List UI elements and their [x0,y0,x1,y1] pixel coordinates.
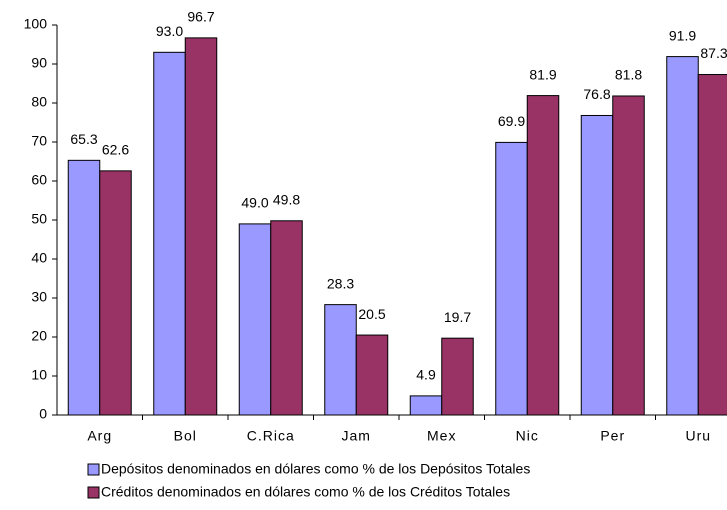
bar [612,95,645,416]
y-tick-label: 90 [31,55,47,71]
value-label: 76.8 [583,86,610,102]
x-tick-label: Per [600,428,625,444]
legend-label: Depósitos denominados en dólares como % … [101,461,530,477]
bar [99,170,132,416]
x-tick-label: Arg [87,428,112,444]
x-tick-label: Jam [342,428,371,444]
value-label: 93.0 [156,23,183,39]
y-tick-label: 100 [24,16,48,32]
value-label: 62.6 [102,142,129,158]
y-tick-label: 0 [39,406,47,422]
legend-swatch [87,486,100,499]
legend-label: Créditos denominados en dólares como % d… [101,484,510,500]
x-tick-label: C.Rica [247,428,295,444]
bar [666,56,699,416]
x-tick-label: Nic [516,428,539,444]
y-tick-label: 70 [31,133,47,149]
value-label: 49.0 [241,195,268,211]
y-tick-label: 60 [31,172,47,188]
value-label: 4.9 [416,367,436,383]
value-label: 20.5 [358,306,385,322]
bar [409,395,443,416]
bar [526,95,560,416]
value-label: 96.7 [187,9,214,25]
x-tick-label: Mex [427,428,456,444]
y-tick-label: 20 [31,328,47,344]
y-tick-label: 40 [31,250,47,266]
bar [495,141,528,416]
y-tick-label: 30 [31,289,47,305]
bar [238,223,272,416]
value-label: 69.9 [498,113,525,129]
y-tick-label: 10 [31,367,47,383]
legend-swatch [87,463,100,476]
x-tick-label: Uru [685,428,711,444]
value-label: 87.3 [700,45,727,61]
value-label: 81.8 [615,67,642,83]
value-label: 28.3 [327,275,354,291]
value-label: 65.3 [70,131,97,147]
bar [355,334,389,416]
bar [324,304,357,416]
value-label: 91.9 [669,27,696,43]
value-label: 49.8 [273,191,300,207]
bar [441,337,474,416]
value-label: 19.7 [444,309,471,325]
value-label: 81.9 [529,66,556,82]
bar [270,220,303,416]
bar [67,159,101,416]
bar [697,74,727,416]
bar [580,114,614,416]
bar [184,37,218,416]
x-tick-label: Bol [174,428,197,444]
y-tick-label: 50 [31,211,47,227]
bar [153,51,186,416]
y-tick-label: 80 [31,94,47,110]
